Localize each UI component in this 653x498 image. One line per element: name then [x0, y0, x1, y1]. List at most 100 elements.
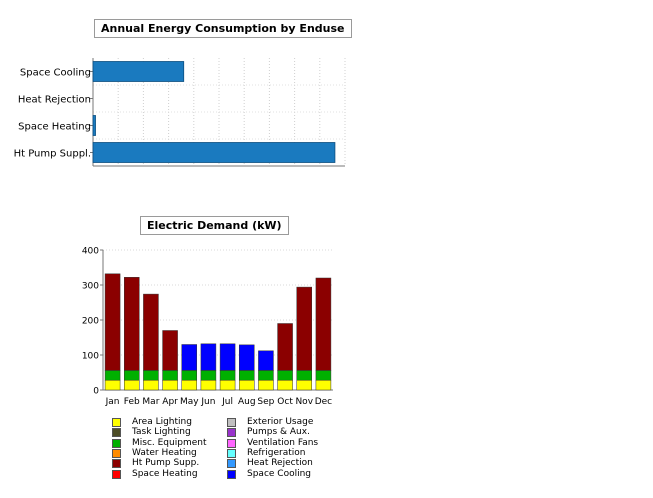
bar-segment — [219, 370, 236, 381]
bar-segment — [124, 277, 140, 371]
demand-chart-title: Electric Demand (kW) — [140, 216, 289, 235]
y-tick-label: 300 — [82, 282, 99, 292]
legend-swatch — [227, 469, 236, 479]
bar-segment — [162, 370, 178, 381]
bar-segment — [315, 379, 332, 391]
legend-item: Refrigeration — [227, 448, 305, 459]
bar-segment — [104, 273, 121, 371]
bar-segment — [296, 379, 312, 391]
category-label: Heat Rejection — [18, 95, 91, 106]
x-tick-label: Jun — [200, 397, 215, 407]
y-tick-label: 100 — [82, 352, 99, 362]
legend-item: Heat Rejection — [227, 458, 313, 469]
category-label: Ht Pump Suppl. — [14, 149, 91, 160]
legend-swatch — [227, 428, 236, 438]
bar-segment — [181, 344, 197, 371]
bar-segment — [258, 350, 274, 371]
x-tick-label: Nov — [295, 397, 313, 407]
x-tick-label: Oct — [277, 397, 293, 407]
bar-segment — [162, 330, 178, 371]
bar-segment — [104, 379, 121, 391]
legend-swatch — [227, 438, 236, 448]
bar-segment — [143, 370, 159, 381]
x-tick-label: Feb — [124, 397, 140, 407]
legend-swatch — [112, 459, 121, 469]
legend-item: Water Heating — [112, 448, 197, 459]
bar-space-heating — [92, 115, 96, 136]
legend-label: Heat Rejection — [247, 458, 313, 469]
bar-ht-pump-suppl- — [92, 142, 336, 163]
demand-legend: Area Lighting Task Lighting Misc. Equipmen… — [112, 417, 342, 483]
legend-item: Pumps & Aux. — [227, 427, 310, 438]
bar-segment — [219, 379, 236, 391]
x-tick-label: Mar — [142, 397, 159, 407]
legend-label: Exterior Usage — [247, 417, 314, 427]
legend-swatch — [112, 469, 121, 479]
legend-swatch — [227, 448, 236, 458]
bar-segment — [239, 379, 255, 391]
enduse-chart-title: Annual Energy Consumption by Enduse — [94, 19, 352, 38]
bar-segment — [315, 277, 332, 371]
bar-segment — [181, 379, 197, 391]
legend-swatch — [227, 418, 236, 427]
x-tick-label: Jan — [105, 397, 120, 407]
legend-label: Ventilation Fans — [247, 437, 319, 448]
bar-segment — [219, 343, 236, 371]
legend-label: Task Lighting — [132, 427, 191, 438]
legend-swatch — [112, 448, 121, 458]
legend-label: Water Heating — [132, 447, 197, 458]
bar-space-cooling — [92, 61, 185, 82]
legend-item: Area Lighting — [112, 417, 192, 428]
legend-label: Ht Pump Supp. — [132, 458, 200, 469]
legend-label: Space Heating — [132, 468, 198, 479]
bar-segment — [162, 379, 178, 391]
y-tick-label: 200 — [82, 317, 99, 327]
x-tick-label: Dec — [315, 397, 332, 407]
bar-segment — [143, 379, 159, 391]
category-label: Space Cooling — [20, 68, 91, 79]
bar-segment — [296, 370, 312, 381]
enduse-chart: Space Cooling Heat Rejection Space Heating… — [14, 58, 346, 167]
bar-segment — [200, 370, 217, 381]
bar-segment — [277, 370, 293, 381]
bar-segment — [315, 370, 332, 381]
legend-swatch — [112, 418, 121, 427]
legend-label: Area Lighting — [132, 417, 192, 427]
legend-item: Exterior Usage — [227, 417, 313, 428]
bar-segment — [277, 323, 293, 371]
bar-segment — [200, 343, 217, 371]
bar-segment — [181, 370, 197, 381]
bar-segment — [200, 379, 217, 391]
bar-segment — [258, 370, 274, 381]
bar-segment — [239, 370, 255, 381]
bar-segment — [124, 370, 140, 381]
legend-item: Ht Pump Supp. — [112, 458, 199, 469]
bar-segment — [296, 286, 312, 371]
legend-item: Misc. Equipment — [112, 438, 206, 449]
x-tick-label: Jul — [221, 397, 233, 407]
bar-segment — [258, 379, 274, 391]
x-tick-label: Sep — [257, 397, 274, 407]
legend-item: Task Lighting — [112, 427, 191, 438]
legend-label: Refrigeration — [247, 447, 306, 458]
x-tick-label: Aug — [238, 397, 256, 407]
bar-segment — [104, 370, 121, 381]
legend-item: Space Heating — [112, 469, 198, 480]
legend-swatch — [112, 438, 121, 448]
bar-segment — [124, 379, 140, 391]
legend-label: Misc. Equipment — [132, 437, 207, 448]
legend-label: Pumps & Aux. — [247, 427, 310, 438]
y-tick-label: 0 — [93, 387, 99, 397]
legend-label: Space Cooling — [247, 468, 312, 479]
bar-segment — [143, 293, 159, 371]
legend-item: Space Cooling — [227, 469, 311, 480]
x-tick-label: May — [180, 397, 199, 407]
legend-swatch — [112, 428, 121, 438]
y-tick-label: 400 — [82, 247, 99, 257]
x-tick-label: Apr — [162, 397, 178, 407]
demand-chart: 0 100 200 300 400 Jan Feb Mar Apr May Jun Jul Aug Sep… — [82, 247, 333, 407]
legend-swatch — [227, 459, 236, 469]
legend-item: Ventilation Fans — [227, 438, 318, 449]
category-label: Space Heating — [18, 122, 91, 133]
bar-segment — [277, 379, 293, 391]
